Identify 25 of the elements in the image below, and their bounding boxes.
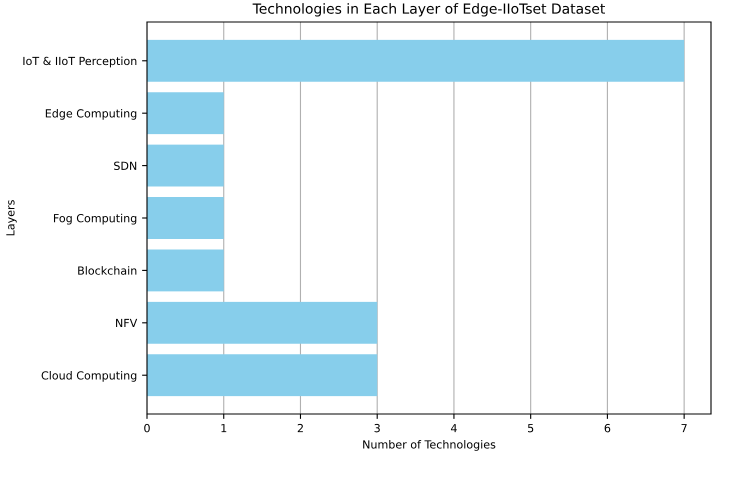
y-tick-label: SDN — [114, 162, 136, 170]
bar — [147, 40, 684, 82]
x-tick-label: 0 — [144, 424, 150, 432]
y-tick-label: Fog Computing — [54, 214, 136, 225]
x-axis-title: Number of Technologies — [363, 440, 496, 451]
bar — [147, 144, 224, 187]
bar — [147, 302, 378, 344]
x-tick-label: 4 — [450, 424, 457, 432]
bar — [147, 354, 378, 396]
bar — [147, 197, 224, 239]
y-tick-label: Blockchain — [78, 266, 136, 275]
x-tick-label: 6 — [604, 424, 610, 432]
y-axis-title: Layers — [6, 200, 17, 236]
y-tick-label: NFV — [116, 318, 138, 328]
x-tick-label: 7 — [682, 424, 687, 432]
bar — [147, 249, 224, 292]
y-tick-label: Cloud Computing — [42, 371, 136, 382]
chart-title: Technologies in Each Layer of Edge-IIoTset Dataset — [252, 3, 605, 17]
y-tick-label: IoT & IIoT Perception — [23, 56, 136, 68]
x-tick-label: 5 — [528, 424, 534, 432]
x-tick-label: 2 — [298, 424, 303, 432]
y-tick-label: Edge Computing — [46, 108, 136, 120]
bar — [147, 92, 224, 134]
x-tick-label: 3 — [374, 424, 380, 432]
x-tick-label: 1 — [221, 424, 226, 432]
